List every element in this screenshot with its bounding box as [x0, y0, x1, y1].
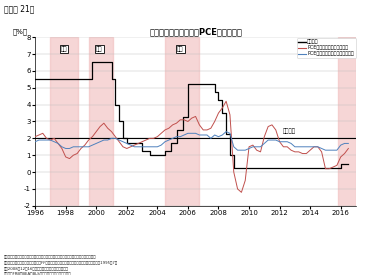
Text: （図表 21）: （図表 21）	[4, 4, 34, 13]
Bar	[50, 37, 78, 206]
Text: 引締: 引締	[61, 46, 68, 52]
Bar	[165, 37, 198, 206]
Legend: 政策金利, PCE価格指数（前年同月比）, PCEコア価格指数（前年同月比）: 政策金利, PCE価格指数（前年同月比）, PCEコア価格指数（前年同月比）	[296, 38, 355, 58]
Title: 政策金利および物価（PCE価格指数）: 政策金利および物価（PCE価格指数）	[149, 28, 242, 36]
Text: （注）網掛けは金融引き締め期（政策金利を引き上げてから、引き下げるまでの期間）
　　金融政策決定会合で政策金利（FF金利の誘導目標）を公表する現在の制になったの: （注）網掛けは金融引き締め期（政策金利を引き上げてから、引き下げるまでの期間） …	[4, 255, 118, 275]
Text: 引締: 引締	[177, 46, 184, 52]
Text: （%）: （%）	[13, 29, 28, 35]
Bar	[89, 37, 113, 206]
Text: 引締: 引締	[96, 46, 102, 52]
Text: 物価目標: 物価目標	[283, 128, 296, 134]
Bar	[338, 37, 356, 206]
